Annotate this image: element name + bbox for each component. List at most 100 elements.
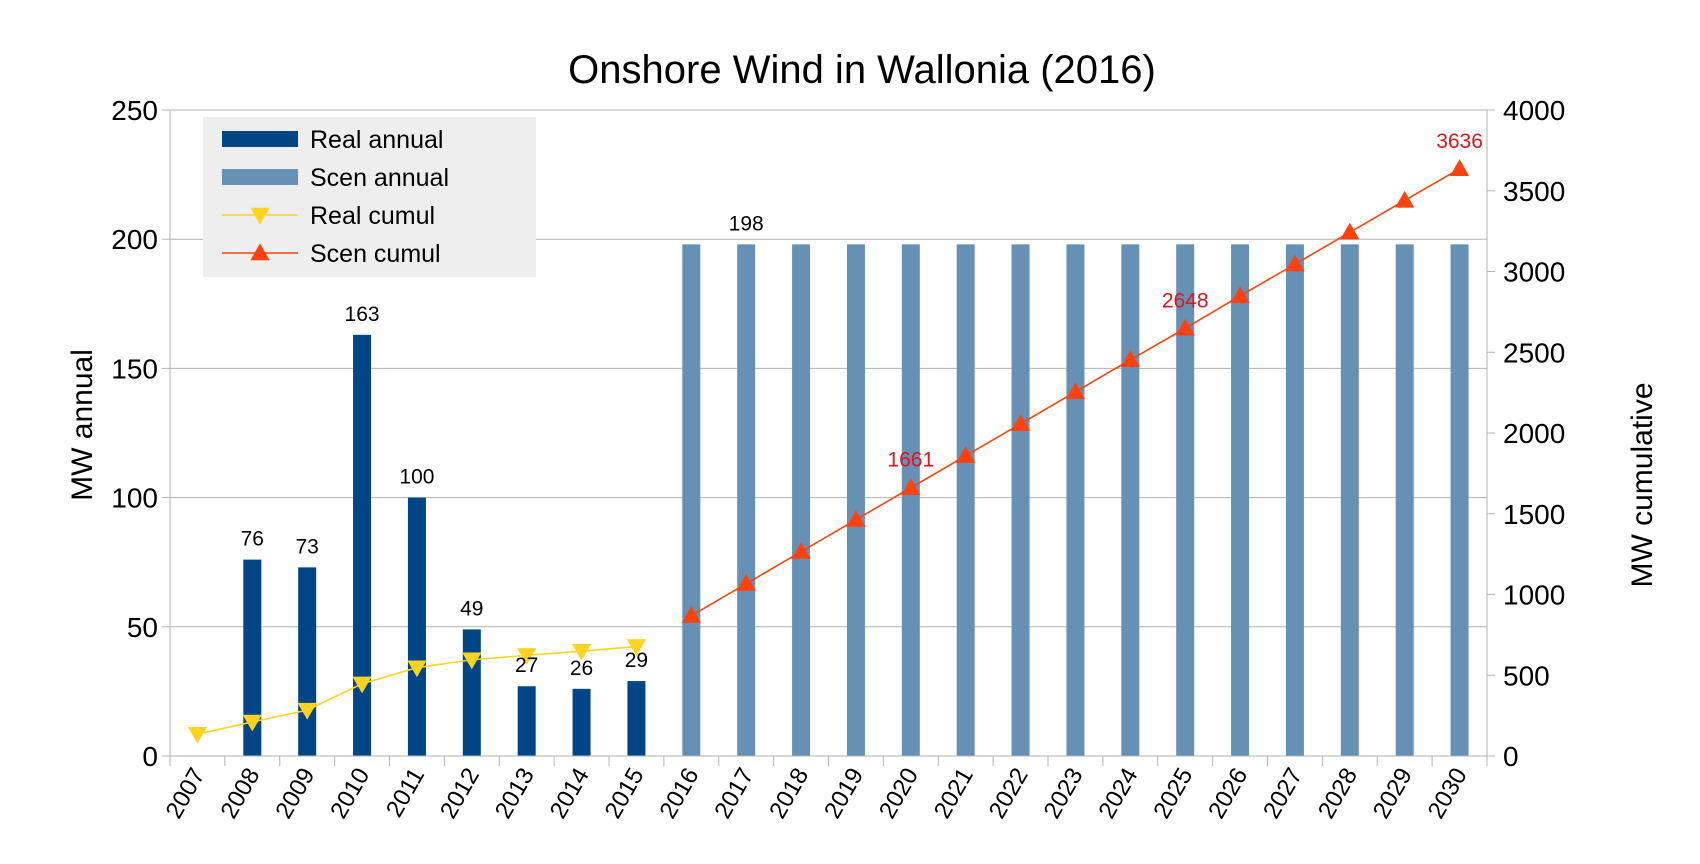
x-tick-label: 2008 xyxy=(215,764,265,824)
x-tick-label: 2028 xyxy=(1313,764,1363,824)
bar-real-annual xyxy=(298,567,317,756)
y-right-tick-label: 2000 xyxy=(1503,418,1565,449)
bar-real-annual xyxy=(243,559,262,756)
x-tick-label: 2019 xyxy=(819,764,869,824)
x-tick-label: 2009 xyxy=(270,764,320,824)
y-left-tick-label: 50 xyxy=(127,612,158,643)
bar-scen-annual xyxy=(846,244,865,757)
bar-scen-annual xyxy=(737,244,756,757)
cumulative-lines xyxy=(187,159,1470,744)
x-tick-label: 2014 xyxy=(545,764,595,824)
bar-scen-annual xyxy=(1176,244,1195,757)
x-tick-label: 2018 xyxy=(764,764,814,824)
bar-real-annual xyxy=(462,629,481,756)
bar-scen-annual xyxy=(1340,244,1359,757)
y-right-tick-label: 0 xyxy=(1503,741,1519,772)
marker-real-cumul xyxy=(462,652,482,670)
x-tick-label: 2022 xyxy=(984,764,1034,824)
chart-title: Onshore Wind in Wallonia (2016) xyxy=(568,48,1156,92)
marker-scen-cumul xyxy=(791,542,811,559)
y-left-tick-label: 200 xyxy=(111,224,158,255)
cumulative-data-label: 2648 xyxy=(1162,289,1209,312)
x-tick-label: 2030 xyxy=(1423,764,1473,824)
y-right-tick-label: 3000 xyxy=(1503,257,1565,288)
y-right-tick-label: 1000 xyxy=(1503,580,1565,611)
y-right-tick-label: 2500 xyxy=(1503,337,1565,368)
marker-real-cumul xyxy=(626,639,647,657)
marker-real-cumul xyxy=(297,702,317,720)
bar-real-annual xyxy=(572,688,591,756)
y-right-tick-label: 1500 xyxy=(1503,499,1565,530)
legend-label: Real annual xyxy=(310,126,443,154)
marker-real-cumul xyxy=(407,660,427,678)
legend-marker-real-cumul xyxy=(250,207,270,225)
marker-scen-cumul xyxy=(1449,159,1470,176)
bar-scen-annual xyxy=(1121,244,1140,757)
x-tick-label: 2016 xyxy=(654,764,704,824)
bar-scen-annual xyxy=(792,244,811,757)
x-tick-label: 2011 xyxy=(381,764,430,822)
marker-scen-cumul xyxy=(1175,318,1195,336)
bar-scen-annual xyxy=(1450,244,1469,757)
x-tick-label: 2007 xyxy=(161,764,211,824)
marker-real-cumul xyxy=(242,714,262,732)
bar-data-label: 76 xyxy=(241,528,264,551)
bar-scen-annual xyxy=(1066,244,1085,757)
bars xyxy=(243,244,1469,757)
bar-data-label: 100 xyxy=(399,466,434,489)
marker-real-cumul xyxy=(571,643,592,661)
legend-swatch-scen-annual xyxy=(222,169,298,185)
x-tick-label: 2029 xyxy=(1368,764,1418,824)
y-right-tick-label: 4000 xyxy=(1503,95,1565,126)
marker-scen-cumul xyxy=(901,478,921,495)
bar-data-label: 198 xyxy=(729,212,764,235)
bar-data-label: 29 xyxy=(625,649,648,672)
marker-scen-cumul xyxy=(1010,414,1031,431)
marker-scen-cumul xyxy=(846,510,866,527)
bar-real-annual xyxy=(627,681,646,756)
legend-swatch-real-annual xyxy=(222,131,298,147)
bar-data-label: 163 xyxy=(345,303,380,326)
legend: Real annual Scen annual Real cumul Scen cum… xyxy=(203,117,536,277)
cumulative-data-label: 3636 xyxy=(1436,130,1483,153)
bar-scen-annual xyxy=(1395,244,1414,757)
marker-scen-cumul xyxy=(1065,382,1086,400)
legend-label: Scen annual xyxy=(310,164,449,192)
bar-scen-annual xyxy=(901,244,920,757)
x-tick-label: 2015 xyxy=(600,764,650,824)
x-tick-label: 2027 xyxy=(1258,764,1308,824)
x-tick-label: 2023 xyxy=(1039,764,1089,824)
cumulative-data-label: 1661 xyxy=(887,449,934,472)
bar-data-label: 49 xyxy=(460,597,483,620)
bar-real-annual xyxy=(517,686,536,756)
bar-data-label: 73 xyxy=(296,535,319,558)
marker-scen-cumul xyxy=(1230,286,1250,304)
legend-label: Scen cumul xyxy=(310,240,441,268)
y-axis-left-title: MW annual xyxy=(66,349,99,501)
bar-data-label: 27 xyxy=(515,654,538,677)
bar-data-label: 26 xyxy=(570,657,593,680)
legend-marker-scen-cumul xyxy=(250,243,270,261)
y-left-tick-label: 150 xyxy=(111,353,158,384)
bar-scen-annual xyxy=(1011,244,1030,757)
x-tick-label: 2025 xyxy=(1148,764,1198,824)
marker-scen-cumul xyxy=(1395,190,1415,208)
y-left-tick-label: 100 xyxy=(111,483,158,514)
y-right-tick-label: 3500 xyxy=(1503,176,1565,207)
bar-scen-annual xyxy=(682,244,701,757)
y-left-tick-label: 0 xyxy=(142,741,158,772)
x-tick-label: 2026 xyxy=(1203,764,1253,824)
legend-label: Real cumul xyxy=(310,202,435,230)
bar-real-annual xyxy=(407,497,426,756)
bar-scen-annual xyxy=(1231,244,1250,757)
bar-scen-annual xyxy=(956,244,975,757)
marker-scen-cumul xyxy=(1285,254,1305,272)
bar-scen-annual xyxy=(1285,244,1304,757)
x-tick-label: 2012 xyxy=(435,764,485,824)
y-axis-right-title: MW cumulative xyxy=(1626,382,1659,587)
x-tick-label: 2017 xyxy=(709,764,759,824)
x-tick-label: 2013 xyxy=(490,764,540,824)
y-right-tick-label: 500 xyxy=(1503,660,1550,691)
data-labels: 76 73 163 100 49 27 26 29 198 1661 2648 3636 xyxy=(241,130,1483,680)
